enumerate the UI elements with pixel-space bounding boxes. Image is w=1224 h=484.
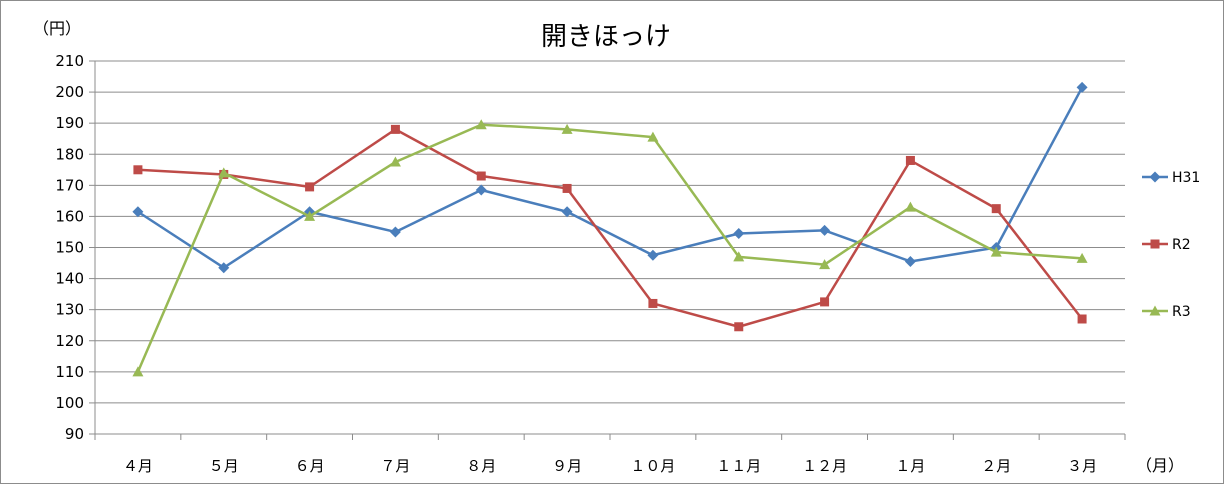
- series-h31: [132, 81, 1088, 274]
- x-tick-label: ７月: [380, 457, 410, 475]
- data-point: [305, 182, 315, 192]
- data-point: [819, 224, 831, 236]
- data-point: [132, 206, 144, 218]
- x-tick-label: ３月: [1067, 457, 1097, 475]
- x-tick-label: ８月: [466, 457, 496, 475]
- y-tick-label: 130: [55, 301, 84, 319]
- y-tick-label: 150: [55, 239, 84, 257]
- data-point: [1076, 252, 1088, 263]
- data-point: [733, 251, 745, 262]
- gridlines: [95, 60, 1125, 404]
- x-tick-label: １０月: [630, 457, 675, 475]
- y-tick-label: 170: [55, 176, 84, 194]
- data-point: [390, 124, 400, 134]
- y-tick-label: 90: [65, 425, 84, 443]
- data-point: [1077, 314, 1087, 324]
- y-tick-label: 200: [55, 83, 84, 101]
- data-point: [561, 123, 573, 134]
- legend-label: H31: [1172, 170, 1200, 186]
- x-tick-label: ９月: [552, 457, 582, 475]
- legend-item-r2: R2: [1142, 237, 1191, 253]
- data-point: [475, 184, 487, 196]
- data-point: [133, 165, 143, 175]
- data-point: [904, 255, 916, 267]
- series-line-r2: [137, 128, 1084, 329]
- data-point: [819, 259, 831, 270]
- data-point: [647, 131, 659, 142]
- y-tick-label: 190: [55, 114, 84, 132]
- legend: H31 R2 R3: [1142, 170, 1200, 320]
- legend-label: R3: [1172, 304, 1191, 320]
- x-tick-label: ４月: [123, 457, 153, 475]
- data-point: [475, 119, 487, 130]
- data-point: [218, 262, 230, 274]
- data-point: [218, 167, 230, 178]
- legend-marker: [1149, 305, 1161, 316]
- y-tick-labels: 90 100 110 120 130 140 150 160 170 180 190 200 210: [55, 52, 84, 443]
- data-point: [304, 210, 316, 221]
- data-point: [905, 155, 915, 165]
- data-point: [476, 171, 486, 181]
- series-r3: [132, 119, 1088, 377]
- y-tick-label: 140: [55, 270, 84, 288]
- series-lines: [132, 81, 1088, 377]
- data-point: [904, 201, 916, 212]
- data-point: [990, 246, 1002, 257]
- x-tick-labels: ４月 ５月 ６月 ７月 ８月 ９月 １０月 １１月 １２月 １月 ２月 ３月: [123, 457, 1097, 475]
- data-point: [991, 204, 1001, 214]
- x-axis-unit-label: （月）: [1136, 456, 1184, 475]
- x-tick-label: １月: [895, 457, 925, 475]
- y-tick-label: 110: [55, 363, 84, 381]
- x-tick-label: １１月: [716, 457, 761, 475]
- data-point: [389, 156, 401, 167]
- data-point: [734, 322, 744, 332]
- x-tick-label: ６月: [295, 457, 325, 475]
- chart-title: 開きほっけ: [541, 22, 671, 52]
- y-tick-label: 120: [55, 332, 84, 350]
- legend-item-r3: R3: [1142, 304, 1191, 320]
- axes: [89, 60, 1126, 440]
- data-point: [733, 228, 745, 240]
- series-line-r3: [136, 123, 1083, 373]
- legend-item-h31: H31: [1142, 170, 1200, 186]
- data-point: [389, 226, 401, 238]
- data-point: [562, 183, 572, 193]
- y-tick-label: 100: [55, 394, 84, 412]
- y-axis-unit-label: （円）: [33, 19, 81, 38]
- data-point: [561, 206, 573, 218]
- data-point: [820, 297, 830, 307]
- data-point: [648, 298, 658, 308]
- legend-label: R2: [1172, 237, 1191, 253]
- data-point: [647, 249, 659, 261]
- y-tick-label: 180: [55, 145, 84, 163]
- legend-marker: [1149, 171, 1161, 183]
- data-point: [132, 366, 144, 377]
- x-tick-label: ５月: [209, 457, 239, 475]
- x-tick-label: １２月: [802, 457, 847, 475]
- y-tick-label: 210: [55, 52, 84, 70]
- legend-marker: [1150, 239, 1160, 249]
- series-line-h31: [137, 86, 1084, 269]
- series-r2: [133, 124, 1087, 332]
- x-tick-label: ２月: [981, 457, 1011, 475]
- y-tick-label: 160: [55, 207, 84, 225]
- data-point: [1076, 81, 1088, 93]
